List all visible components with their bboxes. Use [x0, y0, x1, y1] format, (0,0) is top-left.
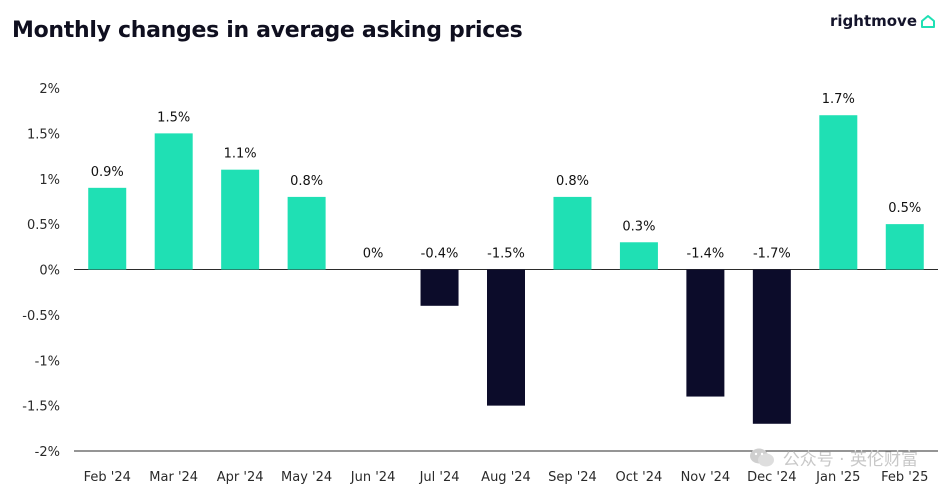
- data-label: 0%: [363, 247, 384, 262]
- y-tick-label: 0%: [39, 264, 60, 279]
- bar: [553, 196, 592, 270]
- x-tick-label: Mar '24: [149, 470, 198, 485]
- data-label: -1.5%: [487, 247, 525, 262]
- brand-name: rightmove: [829, 12, 917, 30]
- x-tick-label: Nov '24: [681, 470, 731, 485]
- bar: [686, 269, 725, 397]
- x-tick-label: Oct '24: [616, 470, 663, 485]
- x-tick-label: Jul '24: [419, 470, 460, 485]
- bar: [420, 269, 459, 306]
- watermark: 公众号 · 英伦财富: [749, 445, 918, 470]
- data-label: 0.3%: [622, 219, 655, 234]
- bar: [221, 169, 260, 270]
- y-tick-label: 0.5%: [27, 218, 60, 233]
- y-tick-label: -1.5%: [22, 400, 60, 415]
- y-tick-label: -1%: [35, 354, 60, 369]
- x-tick-label: Feb '24: [84, 470, 131, 485]
- data-label: 0.5%: [888, 201, 921, 216]
- watermark-text: 公众号 · 英伦财富: [782, 450, 918, 470]
- data-label: 1.1%: [224, 147, 257, 162]
- data-label: 1.7%: [822, 92, 855, 107]
- x-tick-label: Dec '24: [747, 470, 796, 485]
- data-label: 0.8%: [556, 174, 589, 189]
- data-label: 1.5%: [157, 110, 190, 125]
- bar: [154, 133, 193, 270]
- data-label: 0.8%: [290, 174, 323, 189]
- y-tick-label: 2%: [39, 82, 60, 97]
- wechat-icon: [749, 448, 774, 466]
- bar: [287, 196, 326, 270]
- x-tick-label: Jun '24: [350, 470, 396, 485]
- bar: [88, 187, 127, 270]
- data-label: -1.4%: [687, 247, 725, 262]
- y-tick-label: 1.5%: [27, 127, 60, 142]
- x-tick-label: Sep '24: [548, 470, 597, 485]
- x-tick-label: Feb '25: [881, 470, 928, 485]
- y-tick-label: 1%: [39, 173, 60, 188]
- bar: [885, 224, 924, 270]
- x-tick-label: Jan '25: [815, 470, 860, 485]
- bar: [752, 269, 791, 424]
- bar: [487, 269, 525, 406]
- bar: [619, 242, 658, 270]
- bar: [819, 115, 858, 270]
- chart-title: Monthly changes in average asking prices: [12, 18, 523, 43]
- data-label: -1.7%: [753, 247, 791, 262]
- x-tick-label: May '24: [281, 470, 332, 485]
- data-label: 0.9%: [91, 165, 124, 180]
- x-tick-label: Aug '24: [481, 470, 531, 485]
- y-tick-label: -2%: [35, 445, 60, 460]
- house-icon: [921, 14, 935, 28]
- x-tick-label: Apr '24: [217, 470, 264, 485]
- y-tick-label: -0.5%: [22, 309, 60, 324]
- data-label: -0.4%: [421, 247, 459, 262]
- brand-logo: rightmove: [830, 12, 936, 30]
